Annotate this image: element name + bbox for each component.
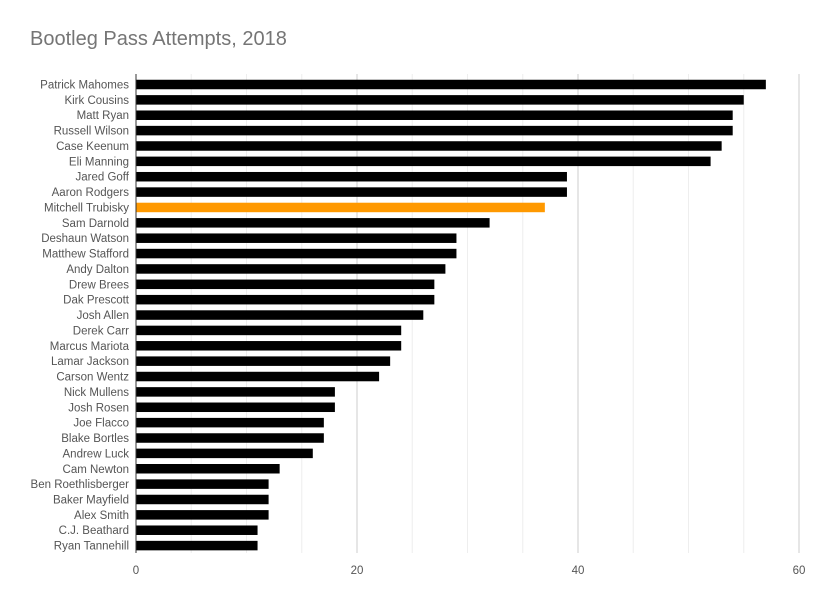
bar <box>136 125 733 136</box>
category-labels: Patrick Mahomes Kirk Cousins Matt Ryan Russ… <box>31 80 130 553</box>
bar <box>136 479 269 489</box>
bar <box>136 448 313 459</box>
x-tick-label: 60 <box>793 565 806 577</box>
chart-title: Bootleg Pass Attempts, 2018 <box>30 28 287 50</box>
bar <box>136 356 391 366</box>
bar <box>136 110 733 120</box>
bar <box>136 464 280 474</box>
bar <box>136 525 258 535</box>
category-label: Carson Wentz <box>56 372 129 384</box>
category-label: Aaron Rodgers <box>52 187 130 199</box>
category-label: Baker Mayfield <box>53 494 129 506</box>
bar <box>136 202 545 213</box>
category-label: Lamar Jackson <box>51 356 129 368</box>
bar <box>136 417 324 428</box>
bar <box>136 187 567 197</box>
category-label: Matt Ryan <box>77 110 129 122</box>
bar <box>136 95 744 105</box>
category-label: Patrick Mahomes <box>40 80 129 92</box>
category-label: Andy Dalton <box>66 264 129 276</box>
category-label: Sam Darnold <box>62 218 129 230</box>
bar <box>136 156 711 167</box>
category-label: Matthew Stafford <box>42 249 129 261</box>
bar <box>136 218 490 228</box>
bar <box>136 248 457 259</box>
category-label: Derek Carr <box>73 325 129 337</box>
bar <box>136 433 324 443</box>
category-label: Ryan Tannehill <box>54 541 129 553</box>
category-label: Case Keenum <box>56 141 129 153</box>
bar <box>136 402 335 413</box>
category-label: Alex Smith <box>74 510 129 522</box>
category-label: Josh Rosen <box>68 402 129 414</box>
bar <box>136 540 258 551</box>
bar <box>136 510 269 520</box>
category-label: Andrew Luck <box>63 448 130 460</box>
bar <box>136 310 424 320</box>
bar <box>136 279 435 290</box>
bar <box>136 294 435 305</box>
bar <box>136 171 567 182</box>
category-label: Deshaun Watson <box>41 233 129 245</box>
category-label: Nick Mullens <box>64 387 129 399</box>
category-label: Drew Brees <box>69 279 129 291</box>
bar <box>136 233 457 243</box>
category-label: C.J. Beathard <box>59 525 129 537</box>
x-tick-label: 0 <box>133 565 139 577</box>
bar <box>136 371 380 382</box>
category-label: Dak Prescott <box>63 295 130 307</box>
category-label: Marcus Mariota <box>50 341 130 353</box>
category-label: Josh Allen <box>77 310 129 322</box>
category-label: Ben Roethlisberger <box>31 479 130 491</box>
category-label: Joe Flacco <box>73 418 129 430</box>
bar <box>136 387 335 397</box>
x-tick-label: 20 <box>351 565 364 577</box>
category-label: Jared Goff <box>76 172 130 184</box>
bar <box>136 341 402 351</box>
x-tick-labels: 0 20 40 60 <box>133 565 806 577</box>
category-label: Russell Wilson <box>54 126 129 138</box>
bar <box>136 325 402 336</box>
bar <box>136 264 446 274</box>
category-label: Mitchell Trubisky <box>44 202 129 214</box>
bar <box>136 494 269 505</box>
category-label: Kirk Cousins <box>64 95 129 107</box>
category-label: Blake Bortles <box>61 433 129 445</box>
bar <box>136 79 766 90</box>
category-label: Cam Newton <box>63 464 129 476</box>
category-label: Eli Manning <box>69 156 129 168</box>
bar <box>136 141 722 151</box>
x-tick-label: 40 <box>572 565 585 577</box>
bars <box>136 79 766 551</box>
